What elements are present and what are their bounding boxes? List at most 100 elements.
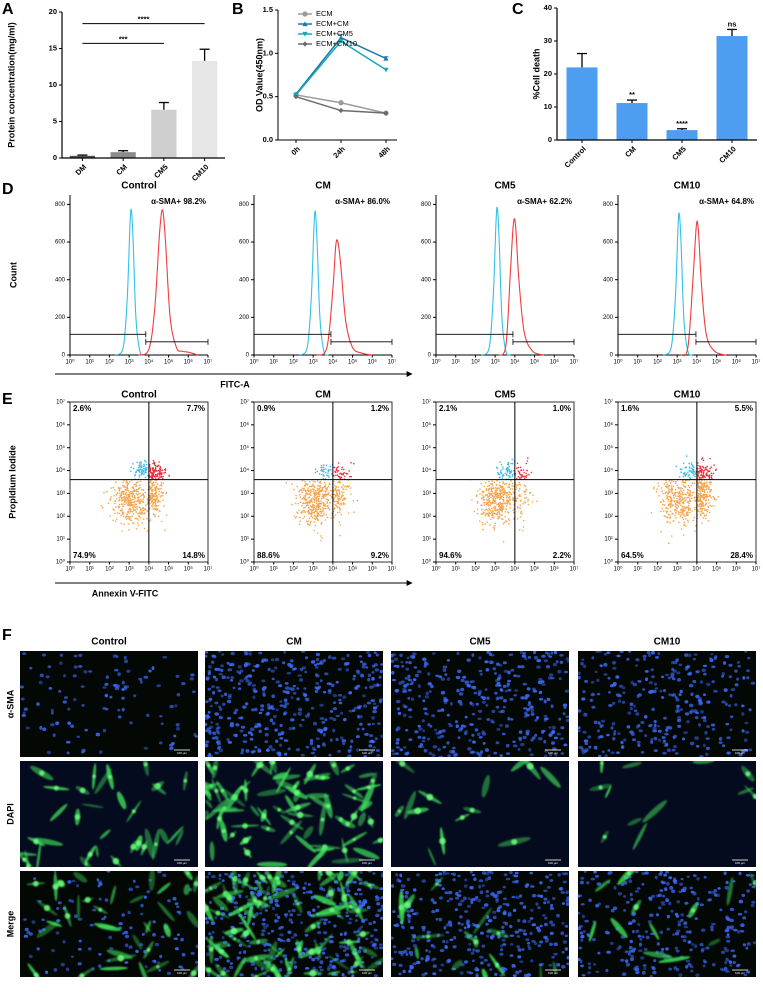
event (343, 472, 345, 474)
nucleus (612, 737, 615, 741)
nucleus (56, 931, 60, 934)
nucleus (364, 733, 369, 736)
event (516, 498, 518, 500)
nucleus (261, 933, 265, 937)
event (690, 485, 692, 487)
nucleus (493, 667, 497, 670)
annotation: α-SMA+ 64.8% (699, 197, 754, 206)
nucleus (338, 694, 342, 697)
nucleus (212, 655, 216, 658)
x-tick-label: 10⁴ (510, 566, 520, 573)
nucleus (266, 712, 269, 716)
nucleus (470, 680, 475, 683)
event (515, 484, 517, 486)
event (495, 490, 497, 492)
nucleus (206, 740, 210, 743)
x-tick-label: 10² (105, 360, 114, 366)
event (309, 518, 311, 520)
event (678, 502, 680, 504)
quadrant-label: 1.0% (553, 404, 571, 413)
nucleus (224, 873, 228, 875)
nucleus (303, 687, 306, 689)
nucleus (460, 688, 464, 692)
nucleus (527, 687, 531, 690)
event (523, 476, 525, 478)
event (709, 468, 711, 470)
nucleus (514, 694, 517, 696)
event (151, 498, 153, 500)
nucleus (438, 731, 441, 735)
nucleus (597, 729, 600, 732)
nucleus (21, 698, 25, 701)
event (711, 475, 713, 477)
nucleus (333, 694, 338, 697)
event (482, 524, 484, 526)
cell-body (207, 764, 210, 767)
nucleus (583, 713, 587, 717)
event (106, 491, 108, 493)
nucleus (431, 714, 435, 717)
nucleus (634, 709, 637, 712)
nucleus (459, 692, 463, 696)
event (349, 476, 351, 478)
chart-panel: A05101520Protein concentration(mg/ml)DMC… (2, 1, 225, 183)
plot-frame (70, 402, 208, 562)
nucleus (664, 733, 668, 736)
nucleus (492, 710, 496, 713)
nucleus (737, 665, 741, 667)
nucleus (72, 880, 76, 883)
nucleus (70, 725, 74, 728)
event (683, 476, 685, 478)
nucleus (282, 661, 285, 664)
nucleus (301, 719, 304, 721)
nucleus (517, 665, 521, 668)
event (295, 503, 297, 505)
nucleus (336, 681, 339, 684)
nucleus (238, 717, 242, 719)
event (706, 509, 708, 511)
nucleus (417, 670, 421, 673)
nucleus (353, 881, 357, 884)
event (135, 474, 137, 476)
nucleus (549, 732, 554, 735)
nucleus (250, 738, 254, 741)
event (308, 490, 310, 492)
subplot-title: CM10 (674, 181, 701, 192)
nucleus (427, 738, 430, 741)
nucleus (676, 671, 680, 674)
nucleus (447, 659, 450, 662)
event (683, 525, 685, 527)
nucleus (411, 698, 414, 701)
event (705, 500, 707, 502)
nucleus (376, 705, 379, 708)
nucleus (675, 710, 678, 713)
event (525, 489, 527, 491)
event (301, 489, 303, 491)
nucleus (239, 951, 242, 954)
nucleus (403, 713, 406, 717)
event (150, 519, 152, 521)
y-axis-label: Propldium Iodide (7, 445, 17, 519)
event (159, 473, 161, 475)
event (667, 493, 669, 495)
nucleus (663, 717, 667, 720)
y-tick-label: 600 (239, 240, 250, 246)
annotation: α-SMA+ 86.0% (335, 197, 390, 206)
y-tick-label: 10² (422, 514, 431, 520)
nucleus (352, 709, 355, 712)
event (688, 510, 690, 512)
y-axis-label: Count (8, 262, 18, 288)
quadrant-label: 64.5% (621, 551, 644, 560)
nucleus (443, 697, 447, 700)
event (687, 501, 689, 503)
bar (667, 130, 698, 140)
nucleus (140, 680, 143, 684)
nucleus (673, 736, 676, 740)
nucleus (288, 748, 291, 751)
y-tick-label: 10² (240, 514, 249, 520)
event (689, 512, 691, 514)
event (689, 500, 691, 502)
event (155, 488, 157, 490)
event (481, 509, 483, 511)
event (143, 508, 145, 510)
